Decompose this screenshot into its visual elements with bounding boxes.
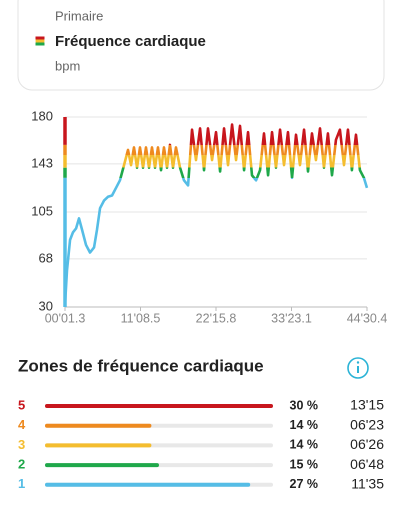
zone-number: 4 — [18, 417, 26, 432]
zone-dot-top — [35, 36, 45, 40]
metric-card[interactable] — [17, 0, 385, 91]
y-tick-label: 180 — [31, 108, 53, 123]
y-tick-label: 68 — [39, 250, 53, 265]
zone-number: 3 — [18, 437, 25, 452]
zone-number: 5 — [18, 397, 25, 412]
zone-duration: 13'15 — [350, 397, 384, 413]
info-dot[interactable] — [356, 361, 360, 364]
zone-duration: 06'48 — [350, 456, 384, 472]
zone-percent: 14 % — [290, 418, 319, 432]
info-stem[interactable] — [357, 366, 359, 373]
zone-bar — [45, 463, 159, 468]
zone-bar — [45, 404, 273, 408]
heart-rate-line — [63, 123, 369, 306]
x-tick-label: 22'15.8 — [196, 311, 237, 325]
info-button[interactable] — [347, 357, 369, 379]
zone-percent: 27 % — [290, 477, 319, 491]
y-tick-label: 143 — [31, 155, 53, 170]
zone-duration: 06'26 — [350, 436, 384, 452]
card-unit: bpm — [55, 58, 80, 73]
zone-dot-bottom — [35, 42, 45, 46]
zone-duration: 11'35 — [351, 476, 384, 492]
zone-percent: 14 % — [290, 438, 319, 452]
zones-title: Zones de fréquence cardiaque — [18, 356, 264, 375]
zone-percent: 30 % — [290, 398, 319, 412]
zone-number: 2 — [18, 457, 25, 472]
x-tick-label: 44'30.4 — [347, 311, 388, 325]
x-tick-label: 00'01.3 — [45, 311, 86, 325]
card-title: Fréquence cardiaque — [55, 33, 206, 50]
zone-duration: 06'23 — [350, 416, 384, 432]
zone-percent: 15 % — [290, 457, 319, 471]
info-circle[interactable] — [347, 357, 369, 379]
card-label: Primaire — [55, 8, 103, 23]
zone-bar — [45, 482, 251, 487]
x-tick-label: 11'08.5 — [121, 311, 161, 325]
y-tick-label: 105 — [31, 203, 53, 218]
zone-number: 1 — [18, 476, 25, 491]
zone-bar — [45, 423, 152, 428]
y-tick-label: 30 — [39, 298, 53, 313]
x-tick-label: 33'23.1 — [271, 311, 312, 325]
zone-bar — [45, 443, 152, 448]
